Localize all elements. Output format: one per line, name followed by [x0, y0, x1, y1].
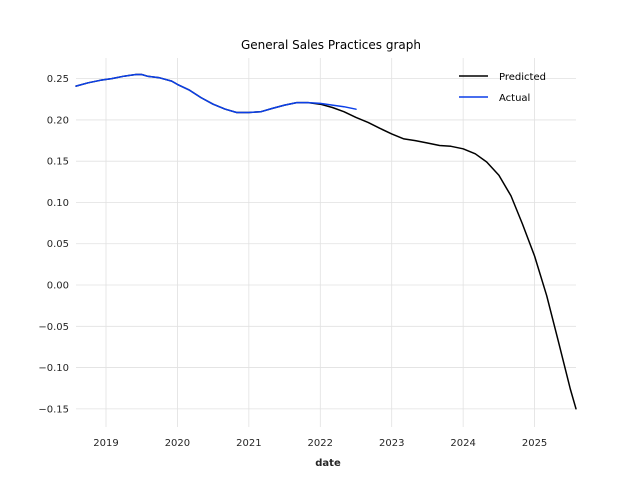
- y-tick-label: −0.15: [38, 404, 69, 415]
- legend-label-predicted: Predicted: [499, 72, 546, 83]
- x-tick-label: 2025: [522, 438, 547, 449]
- gridlines: [76, 58, 576, 427]
- y-tick-label: 0.10: [47, 198, 69, 209]
- legend-label-actual: Actual: [499, 93, 530, 104]
- x-tick-label: 2020: [165, 438, 190, 449]
- series-line-actual: [75, 73, 357, 114]
- x-tick-label: 2024: [450, 438, 475, 449]
- y-tick-label: 0.25: [47, 74, 69, 85]
- y-tick-label: 0.20: [47, 115, 69, 126]
- x-tick-label: 2022: [308, 438, 333, 449]
- chart-title: General Sales Practices graph: [241, 38, 421, 52]
- series-lines: [75, 73, 577, 410]
- x-axis-label: date: [315, 458, 341, 469]
- y-tick-label: −0.10: [38, 363, 69, 374]
- y-tick-label: −0.05: [38, 322, 69, 333]
- x-axis-ticks: 2019 2020 2021 2022 2023 2024 2025: [93, 438, 547, 449]
- legend: Predicted Actual: [459, 72, 546, 104]
- y-tick-label: 0.15: [47, 157, 69, 168]
- x-tick-label: 2021: [236, 438, 261, 449]
- y-tick-label: 0.05: [47, 239, 69, 250]
- y-tick-label: 0.00: [47, 281, 69, 292]
- x-tick-label: 2019: [93, 438, 118, 449]
- y-axis-ticks: 0.25 0.20 0.15 0.10 0.05 0.00 −0.05 −0.10 −0.15: [38, 74, 69, 415]
- x-tick-label: 2023: [379, 438, 404, 449]
- series-line-predicted: [75, 73, 577, 410]
